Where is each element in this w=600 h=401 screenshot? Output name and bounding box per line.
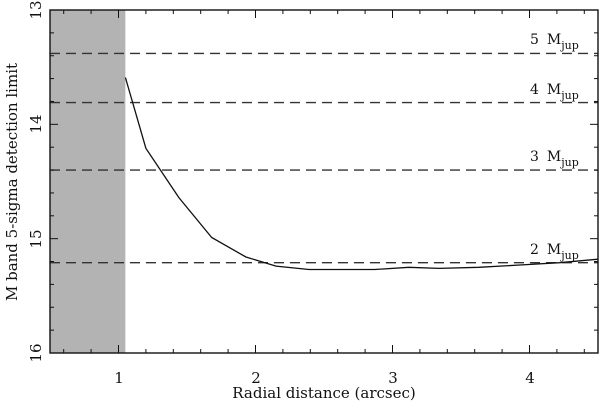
detection-limit-curve [124,77,599,271]
x-tick-1: 1 [114,369,124,387]
ref-label-5mjup: 5 Mjup [530,32,579,52]
x-axis-label: Radial distance (arcsec) [232,384,415,401]
y-tick-14: 14 [27,114,45,133]
ref-label-2mjup: 2 Mjup [530,242,579,262]
ref-label-4mjup: 4 Mjup [530,82,579,102]
axis-ticks [50,10,598,354]
x-tick-2: 2 [251,369,261,387]
y-tick-13: 13 [27,0,45,19]
excluded-region [50,10,126,353]
mass-reference-lines [50,52,598,264]
ref-label-3mjup: 3 Mjup [530,149,579,169]
x-tick-4: 4 [525,369,535,387]
plot-frame [49,9,599,354]
y-tick-15: 15 [27,229,45,248]
y-axis-label: M band 5-sigma detection limit [3,63,21,301]
y-tick-16: 16 [27,343,45,362]
x-tick-3: 3 [388,369,398,387]
